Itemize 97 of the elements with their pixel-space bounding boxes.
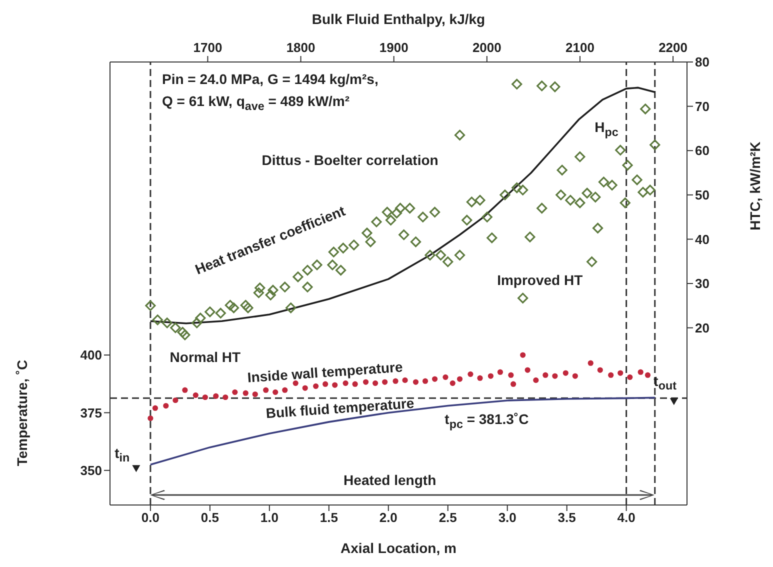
point <box>524 367 530 373</box>
point <box>292 380 298 386</box>
x2-axis-title: Bulk Fluid Enthalpy, kJ/kg <box>312 11 486 27</box>
annotation: Pin = 24.0 MPa, G = 1494 kg/m²s, <box>162 71 378 87</box>
point <box>588 360 594 366</box>
point <box>497 369 504 375</box>
point <box>252 391 258 398</box>
point <box>313 383 319 389</box>
point <box>432 376 438 382</box>
point <box>562 370 568 376</box>
line-series <box>150 396 656 466</box>
point <box>533 377 539 383</box>
x2-tick-label: 1700 <box>193 40 222 55</box>
point <box>152 405 158 411</box>
annotation: Heated length <box>344 472 436 488</box>
y2-tick-label: 40 <box>695 232 710 247</box>
annotation: Improved HT <box>497 272 583 288</box>
point <box>342 380 348 386</box>
x-axis-title: Axial Location, m <box>340 540 456 556</box>
point <box>412 379 419 385</box>
y-tick-label: 375 <box>80 405 102 420</box>
x-tick-label: 0.0 <box>141 510 160 526</box>
point <box>542 372 548 378</box>
point <box>644 372 651 378</box>
point <box>132 465 140 472</box>
point <box>362 379 369 385</box>
annotation: Q = 61 kW, q$_{ave}$ = 489 kW/m² <box>162 93 350 113</box>
ref-line-label: H$_{pc}$ <box>594 119 618 139</box>
point <box>282 387 288 393</box>
point <box>242 390 248 396</box>
x-tick-label: 1.5 <box>320 510 338 526</box>
annotation: Bulk fluid temperature <box>266 394 415 422</box>
point <box>597 367 603 373</box>
point <box>172 397 178 404</box>
point <box>422 378 428 384</box>
point <box>552 373 558 379</box>
point <box>163 402 169 409</box>
x-tick-label: 4.0 <box>617 510 636 526</box>
point <box>202 394 208 400</box>
y2-axis-title: HTC, kW/m²K <box>747 142 763 230</box>
x2-tick-label: 2100 <box>566 40 594 55</box>
point <box>618 370 624 376</box>
point <box>272 389 278 395</box>
point <box>232 389 238 395</box>
x-tick-label: 2.5 <box>438 510 457 526</box>
point <box>627 374 633 380</box>
x2-tick-label: 2200 <box>658 40 688 55</box>
y2-tick-label: 20 <box>695 320 710 336</box>
y-tick-label: 350 <box>80 463 102 478</box>
x2-tick-label: 2000 <box>472 40 502 55</box>
point <box>608 372 614 378</box>
point <box>213 393 219 399</box>
point <box>670 398 678 406</box>
x2-tick-label: 1800 <box>286 40 316 55</box>
y-axis-title: Temperature, ˚C <box>14 360 30 466</box>
annotation: t$_{out}$ <box>654 372 676 393</box>
point <box>352 381 358 387</box>
x2-tick-label: 1900 <box>379 40 408 55</box>
point <box>520 352 526 358</box>
x-tick-label: 3.0 <box>498 510 516 526</box>
point <box>402 377 408 383</box>
point <box>263 387 269 393</box>
point <box>148 415 154 422</box>
point <box>322 381 328 387</box>
x-tick-label: 1.0 <box>260 510 278 526</box>
y2-tick-label: 50 <box>695 188 710 203</box>
point <box>488 373 494 379</box>
point <box>182 387 188 393</box>
point <box>468 371 474 377</box>
point <box>442 374 448 380</box>
point <box>638 369 644 375</box>
ref-line-label: t$_{pc}$ = 381.3˚C <box>444 411 529 431</box>
point <box>510 381 516 387</box>
annotation: t$_{in}$ <box>114 444 130 464</box>
point <box>332 382 338 388</box>
x-tick-label: 2.0 <box>379 510 398 526</box>
point <box>456 376 463 382</box>
annotation: Normal HT <box>170 349 241 366</box>
point <box>392 378 398 384</box>
y2-tick-label: 70 <box>695 98 710 114</box>
x-tick-label: 0.5 <box>200 510 219 526</box>
y-tick-label: 400 <box>80 348 102 363</box>
point <box>477 375 483 381</box>
point <box>450 380 456 386</box>
point <box>572 373 578 379</box>
point <box>192 392 198 398</box>
annotation: Inside wall temperature <box>247 358 404 386</box>
point <box>508 372 514 378</box>
point <box>372 380 378 386</box>
y2-tick-label: 60 <box>695 143 710 158</box>
point <box>382 379 388 385</box>
y2-tick-label: 30 <box>695 276 710 292</box>
y2-tick-label: 80 <box>695 54 710 70</box>
point <box>222 394 228 400</box>
annotation: Dittus - Boelter correlation <box>262 152 438 168</box>
x-tick-label: 3.5 <box>558 510 576 526</box>
point <box>302 385 308 391</box>
